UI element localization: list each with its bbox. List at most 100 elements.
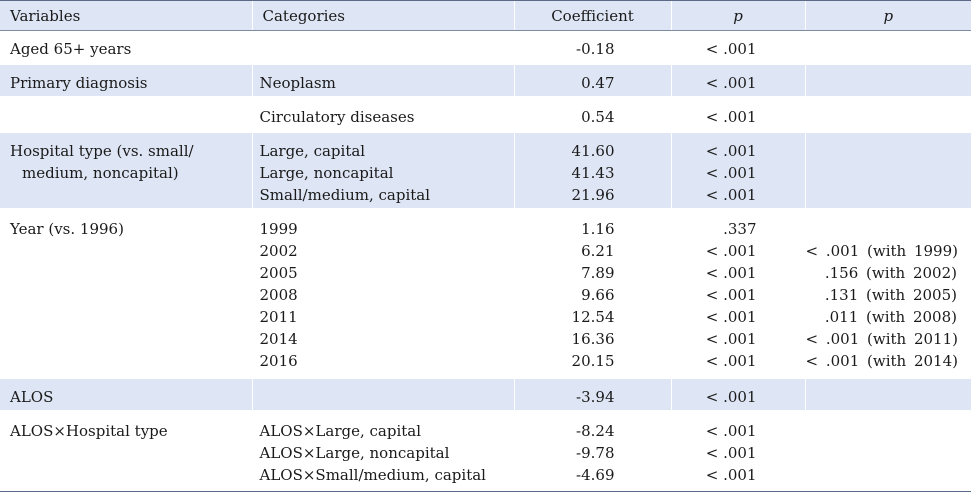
p-value-value: < .001 — [705, 186, 757, 204]
p-comparison-value — [806, 420, 958, 442]
p-comparison-value: < .001 (with 2011) — [805, 330, 958, 348]
p-comparison-value: < .001 (with 1999) — [805, 242, 958, 260]
category-value: Circulatory diseases — [259, 108, 415, 126]
p-value-cell: < .001 — [670, 96, 805, 132]
category-value: ALOS×Small/medium, capital — [259, 466, 486, 484]
p-comparison-value — [806, 38, 958, 60]
variable-label: Aged 65+ years — [10, 40, 132, 58]
category-cell: Large, capital Large, noncapital Small/med… — [251, 130, 514, 210]
coefficient-value: -4.69 — [576, 466, 615, 484]
category-value: Large, noncapital — [259, 164, 394, 182]
coefficient-value: 12.54 — [571, 308, 615, 326]
coefficient-cell: 0.54 — [513, 96, 671, 132]
p-value-value: .337 — [723, 220, 757, 238]
variable-label: ALOS×Hospital type — [10, 422, 168, 440]
p-comparison-value — [806, 162, 958, 184]
category-value: Large, capital — [259, 142, 366, 160]
category-value — [260, 386, 514, 408]
category-value: 2011 — [259, 308, 298, 326]
p-comparison-value — [806, 106, 958, 128]
coefficient-value: 0.47 — [581, 74, 615, 92]
variable-label: ALOS — [10, 388, 54, 406]
coefficient-cell: -3.94 — [513, 376, 671, 412]
category-cell — [251, 30, 514, 64]
table-row: ALOS×Hospital type ALOS×Large, capital ALO… — [0, 410, 971, 492]
p-comparison-value — [806, 72, 958, 94]
header-variables: Variables — [0, 0, 252, 31]
p-value-value: < .001 — [705, 466, 757, 484]
coefficient-value: 1.16 — [581, 220, 615, 238]
variable-cell: ALOS — [0, 376, 252, 412]
table-row: ALOS -3.94 < .001 — [0, 376, 971, 412]
p-value-value: < .001 — [705, 164, 757, 182]
category-value: 2016 — [259, 352, 298, 370]
p-value-value: < .001 — [705, 264, 757, 282]
p-comparison-cell — [804, 410, 971, 492]
table-row: Aged 65+ years -0.18 < .001 — [0, 30, 971, 64]
table-row: Year (vs. 1996) 1999 2002 2005 2008 2011 2014 2… — [0, 208, 971, 378]
category-value: Small/medium, capital — [259, 186, 431, 204]
p-value-value: < .001 — [705, 352, 757, 370]
category-cell: Neoplasm — [251, 62, 514, 98]
category-value: Neoplasm — [259, 74, 336, 92]
coefficient-value: 6.21 — [581, 242, 615, 260]
p-comparison-value — [806, 386, 958, 408]
coefficient-cell: 41.60 41.43 21.96 — [513, 130, 671, 210]
p-comparison-value — [806, 218, 958, 240]
coefficient-value: 41.60 — [571, 142, 615, 160]
p-value-value: < .001 — [705, 142, 757, 160]
table-row: Hospital type (vs. small/medium, noncapi… — [0, 130, 971, 210]
p-comparison-value: .156 (with 2002) — [824, 264, 957, 282]
p-value-value: < .001 — [705, 286, 757, 304]
p-comparison-value — [806, 140, 958, 162]
p-comparison-value — [806, 184, 958, 206]
variable-cell: ALOS×Hospital type — [0, 410, 252, 492]
header-row: Variables Categories Coefficient p p — [0, 0, 971, 31]
category-value: 2002 — [259, 242, 298, 260]
variable-cell: Aged 65+ years — [0, 31, 252, 64]
variable-cell: Hospital type (vs. small/medium, noncapi… — [0, 130, 252, 210]
variable-cell — [0, 96, 252, 132]
p-value-cell: < .001 — [670, 376, 805, 412]
category-value: 2008 — [259, 286, 298, 304]
p-comparison-value: .131 (with 2005) — [824, 286, 957, 304]
header-p: p — [670, 0, 805, 31]
variable-label: Hospital type (vs. small/ — [10, 142, 194, 160]
p-comparison-cell — [804, 376, 971, 412]
variable-label-continued: medium, noncapital) — [22, 164, 179, 182]
variable-cell: Primary diagnosis — [0, 62, 252, 98]
variable-label: Year (vs. 1996) — [10, 220, 124, 238]
coefficient-value: 0.54 — [581, 108, 615, 126]
header-categories: Categories — [251, 0, 514, 31]
coefficient-cell: 0.47 — [513, 62, 671, 98]
coefficient-value: 20.15 — [571, 352, 615, 370]
p-value-value: < .001 — [705, 242, 757, 260]
table-body: Aged 65+ years -0.18 < .001 Primary diagnos… — [0, 30, 971, 492]
p-comparison-value: .011 (with 2008) — [824, 308, 957, 326]
p-comparison-cell: < .001 (with 1999) .156 (with 2002) .131 (… — [804, 208, 971, 378]
category-cell: 1999 2002 2005 2008 2011 2014 2016 — [251, 208, 514, 378]
category-value: 2005 — [259, 264, 298, 282]
header-coefficient: Coefficient — [513, 0, 671, 31]
category-value: ALOS×Large, noncapital — [259, 444, 450, 462]
category-cell: Circulatory diseases — [251, 96, 514, 132]
coefficient-cell: -8.24 -9.78 -4.69 — [513, 410, 671, 492]
coefficient-cell: -0.18 — [513, 30, 671, 64]
coefficient-value: 21.96 — [571, 186, 615, 204]
p-comparison-cell — [804, 96, 971, 132]
p-value-cell: < .001 < .001 < .001 — [670, 130, 805, 210]
category-value: 2014 — [259, 330, 298, 348]
variable-label — [10, 106, 252, 128]
p-comparison-value — [806, 442, 958, 464]
coefficient-cell: 1.16 6.21 7.89 9.66 12.54 16.36 20.15 — [513, 208, 671, 378]
p-comparison-cell — [804, 130, 971, 210]
category-value: ALOS×Large, capital — [259, 422, 422, 440]
p-value-value: < .001 — [705, 40, 757, 58]
variable-cell: Year (vs. 1996) — [0, 208, 252, 378]
p-comparison-value: < .001 (with 2014) — [805, 352, 958, 370]
category-cell: ALOS×Large, capital ALOS×Large, noncapita… — [251, 410, 514, 492]
coefficient-value: -0.18 — [576, 40, 615, 58]
category-cell — [251, 376, 514, 412]
p-value-cell: .337 < .001 < .001 < .001 < .001 < .001 < .001 — [670, 208, 805, 378]
